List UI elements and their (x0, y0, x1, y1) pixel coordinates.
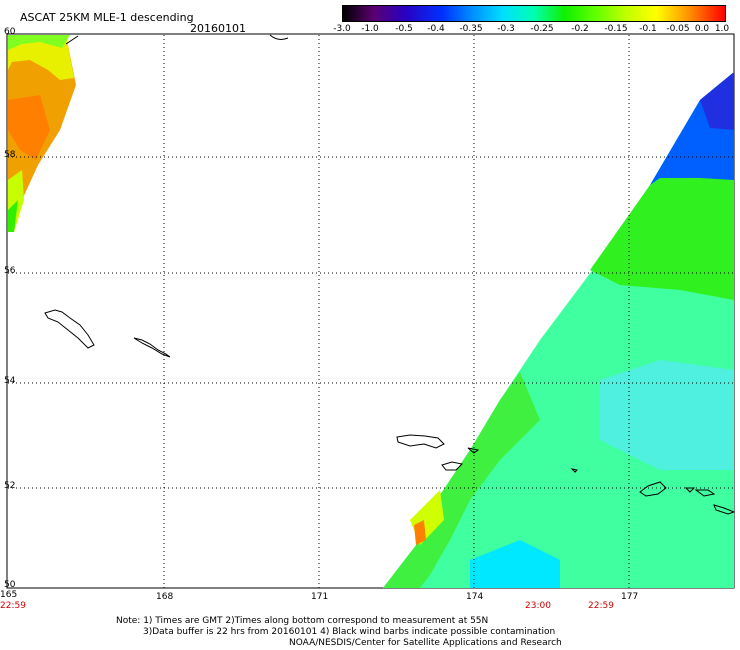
colorbar-label: 0.0 (694, 24, 710, 34)
lon-label: 177 (621, 592, 639, 602)
map-title: ASCAT 25KM MLE-1 descending (20, 11, 194, 24)
colorbar-label: -0.2 (571, 24, 589, 34)
lat-label: 52 (4, 481, 16, 491)
lat-label: 54 (4, 376, 16, 386)
time-label: 23:00 (525, 601, 551, 611)
lon-label: 174 (466, 592, 484, 602)
colorbar-label: 1.0 (714, 24, 730, 34)
colorbar-label: -3.0 (333, 24, 351, 34)
colorbar-label: -0.25 (530, 24, 554, 34)
lat-label: 58 (4, 150, 16, 160)
colorbar-labels: -3.0 -1.0 -0.5 -0.4 -0.35 -0.3 -0.25 -0.… (333, 24, 730, 36)
note-line-2: 3)Data buffer is 22 hrs from 20160101 4)… (143, 627, 556, 637)
note-line-3: NOAA/NESDIS/Center for Satellite Applica… (289, 638, 562, 648)
colorbar-label: -0.15 (604, 24, 628, 34)
time-label: 22:59 (588, 601, 614, 611)
lat-label: 60 (4, 27, 16, 37)
lon-label: 171 (311, 592, 329, 602)
note-line-1: Note: 1) Times are GMT 2)Times along bot… (116, 616, 489, 626)
graticule (8, 35, 734, 588)
coastlines (44, 34, 736, 515)
swath-east (383, 72, 734, 588)
colorbar (342, 5, 726, 22)
lon-label: 165 (0, 590, 18, 600)
time-label: 22:59 (0, 601, 26, 611)
colorbar-label: -1.0 (361, 24, 379, 34)
swath-west (8, 35, 76, 232)
colorbar-label: -0.4 (427, 24, 445, 34)
colorbar-label: -0.05 (666, 24, 690, 34)
map-date: 20160101 (190, 22, 246, 35)
colorbar-label: -0.3 (497, 24, 515, 34)
lat-label: 50 (4, 580, 16, 590)
lat-label: 56 (4, 266, 16, 276)
colorbar-label: -0.1 (639, 24, 657, 34)
colorbar-label: -0.5 (395, 24, 413, 34)
colorbar-label: -0.35 (459, 24, 483, 34)
lon-label: 168 (156, 592, 174, 602)
